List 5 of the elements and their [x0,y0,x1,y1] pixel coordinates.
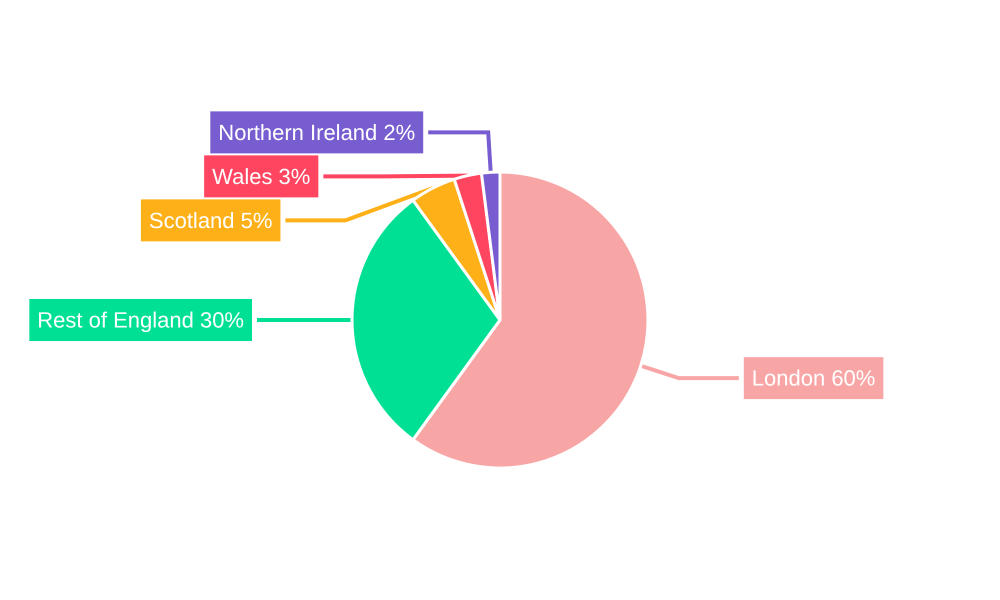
slice-label: Wales 3% [212,164,310,189]
slice-label: Northern Ireland 2% [218,120,416,145]
slice-label: London 60% [752,366,876,391]
slice-label: Rest of England 30% [37,308,244,332]
slice-label: Scotland 5% [148,208,272,233]
